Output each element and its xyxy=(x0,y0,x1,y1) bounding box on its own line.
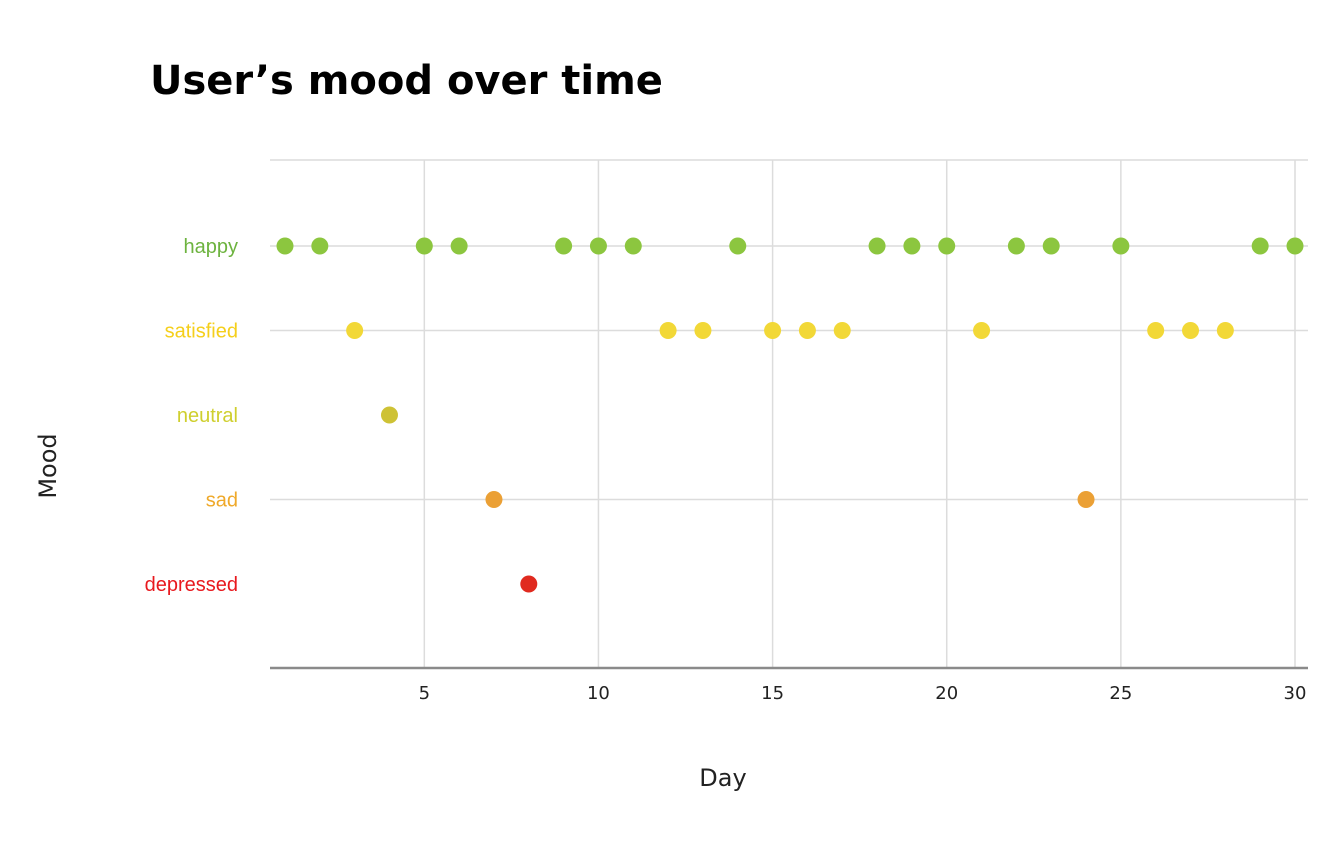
x-tick-20: 20 xyxy=(935,683,958,704)
data-point-day-22 xyxy=(1007,237,1025,255)
data-point-day-10 xyxy=(589,237,607,255)
y-axis-label: Mood xyxy=(34,433,62,498)
data-point-day-30 xyxy=(1286,237,1304,255)
x-tick-30: 30 xyxy=(1284,683,1307,704)
x-tick-10: 10 xyxy=(587,683,610,704)
y-tick-happy: happy xyxy=(184,236,239,258)
data-point-day-2 xyxy=(311,237,329,255)
x-tick-labels: 5 10 15 20 25 30 xyxy=(419,683,1307,704)
y-tick-depressed: depressed xyxy=(145,574,238,596)
y-tick-satisfied: satisfied xyxy=(165,321,238,343)
data-point-day-27 xyxy=(1182,322,1200,339)
grid-layer xyxy=(270,159,1308,668)
data-point-day-17 xyxy=(833,322,851,339)
data-point-day-15 xyxy=(764,322,782,339)
data-point-day-6 xyxy=(450,237,468,255)
data-point-day-8 xyxy=(520,575,538,593)
data-point-day-20 xyxy=(938,237,956,255)
data-point-day-13 xyxy=(694,322,712,339)
data-point-day-11 xyxy=(624,237,642,255)
chart-title: User’s mood over time xyxy=(150,58,663,104)
data-point-day-23 xyxy=(1042,237,1060,255)
y-tick-sad: sad xyxy=(206,490,238,512)
data-point-day-14 xyxy=(729,237,747,255)
data-point-day-29 xyxy=(1251,237,1269,255)
data-points xyxy=(276,237,1304,593)
data-point-day-3 xyxy=(346,322,364,339)
data-point-day-7 xyxy=(485,491,503,508)
data-point-day-9 xyxy=(555,237,573,255)
data-point-day-26 xyxy=(1147,322,1165,339)
data-point-day-24 xyxy=(1077,491,1095,508)
data-point-day-12 xyxy=(659,322,677,339)
data-point-day-25 xyxy=(1112,237,1130,255)
data-point-day-5 xyxy=(415,237,433,255)
data-point-day-4 xyxy=(380,406,398,424)
x-axis-label: Day xyxy=(699,764,746,792)
y-tick-labels: happy satisfied neutral sad depressed xyxy=(145,236,238,596)
data-point-day-16 xyxy=(798,322,816,339)
data-point-day-1 xyxy=(276,237,294,255)
data-point-day-28 xyxy=(1216,322,1234,339)
x-tick-25: 25 xyxy=(1109,683,1132,704)
data-point-day-19 xyxy=(903,237,921,255)
x-tick-15: 15 xyxy=(761,683,784,704)
y-tick-neutral: neutral xyxy=(177,405,238,427)
x-tick-5: 5 xyxy=(419,683,430,704)
data-point-day-18 xyxy=(868,237,886,255)
data-point-day-21 xyxy=(973,322,991,339)
